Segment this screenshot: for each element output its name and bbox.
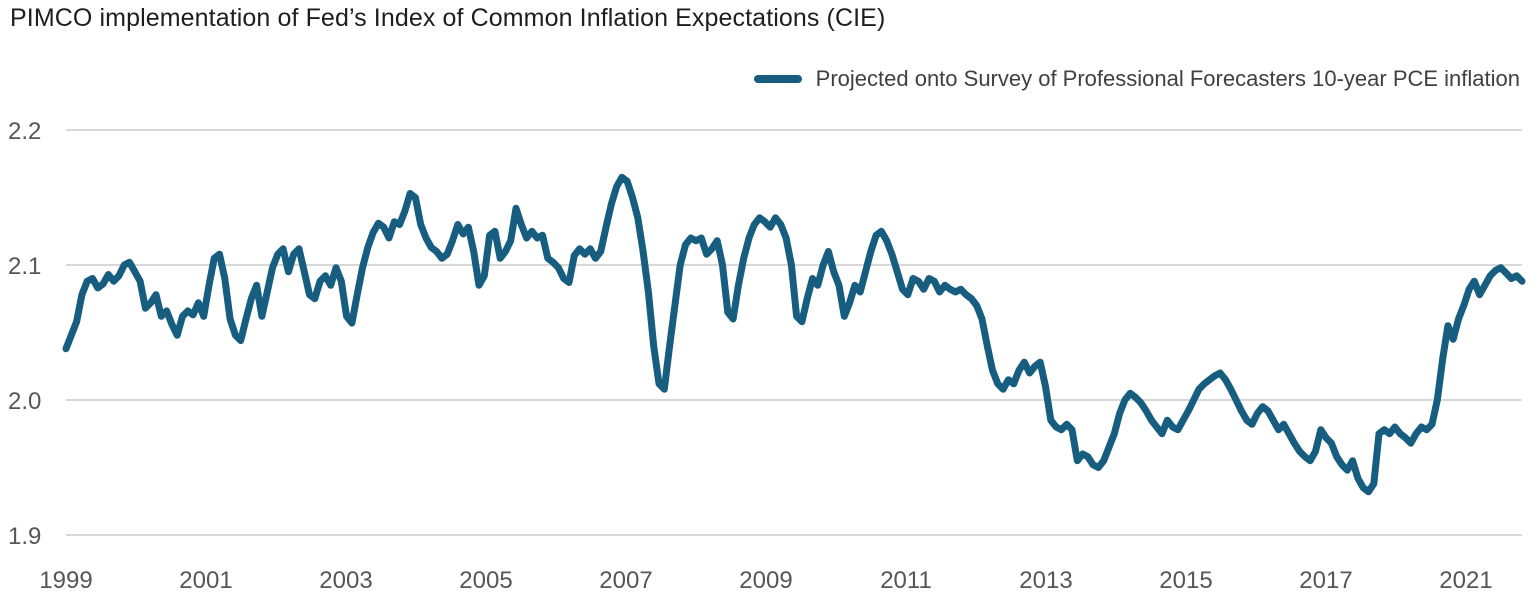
legend-label: Projected onto Survey of Professional Fo… bbox=[815, 66, 1520, 91]
x-tick-label: 2013 bbox=[1019, 567, 1072, 594]
y-tick-label: 2.2 bbox=[8, 118, 41, 145]
x-tick-label: 2005 bbox=[459, 567, 512, 594]
x-tick-label: 2009 bbox=[739, 567, 792, 594]
x-tick-label: 2017 bbox=[1299, 567, 1352, 594]
x-tick-label: 2003 bbox=[319, 567, 372, 594]
legend-line-swatch bbox=[753, 75, 802, 83]
x-tick-label: 2007 bbox=[599, 567, 652, 594]
y-tick-label: 2.1 bbox=[8, 253, 41, 280]
chart-title: PIMCO implementation of Fed’s Index of C… bbox=[10, 4, 886, 32]
y-tick-label: 2.0 bbox=[8, 388, 41, 415]
legend: Projected onto Survey of Professional Fo… bbox=[753, 66, 1520, 92]
x-tick-label: 2021 bbox=[1439, 567, 1492, 594]
x-tick-label: 2001 bbox=[179, 567, 232, 594]
x-tick-label: 1999 bbox=[39, 567, 92, 594]
x-tick-label: 2015 bbox=[1159, 567, 1212, 594]
series-line bbox=[62, 173, 1526, 496]
x-tick-label: 2011 bbox=[880, 567, 932, 594]
y-tick-label: 1.9 bbox=[8, 523, 41, 550]
